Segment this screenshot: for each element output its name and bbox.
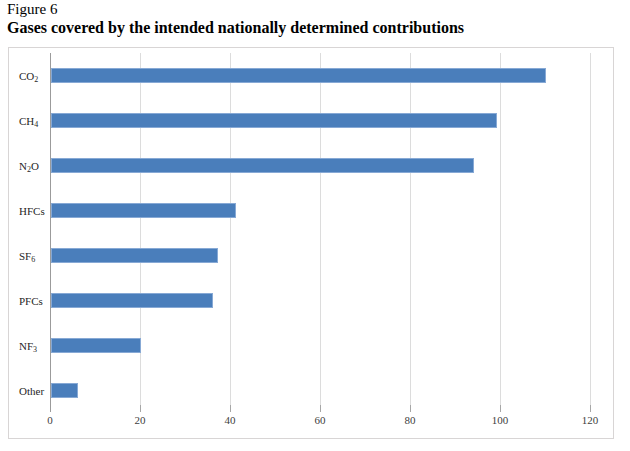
category-label: CH4 xyxy=(19,114,38,129)
bar xyxy=(51,203,236,218)
bar xyxy=(51,68,546,83)
bar-row: PFCs xyxy=(9,281,613,326)
category-label: HFCs xyxy=(19,204,45,219)
bar-row: CO2 xyxy=(9,56,613,101)
bar xyxy=(51,113,497,128)
figure-label: Figure 6 xyxy=(7,1,57,18)
bar-row: N2O xyxy=(9,146,613,191)
category-label: SF6 xyxy=(19,249,35,264)
category-label: CO2 xyxy=(19,69,38,84)
category-label: PFCs xyxy=(19,294,43,309)
bar xyxy=(51,383,78,398)
bar-row: Other xyxy=(9,371,613,416)
bar-row: NF3 xyxy=(9,326,613,371)
chart-area: 020406080100120 CO2 CH4 N2O HFCs SF6 PFC… xyxy=(8,47,614,439)
chart-title: Gases covered by the intended nationally… xyxy=(7,19,464,37)
bar xyxy=(51,158,474,173)
bar-row: SF6 xyxy=(9,236,613,281)
bar-row: HFCs xyxy=(9,191,613,236)
bar xyxy=(51,248,218,263)
category-label: N2O xyxy=(19,159,39,174)
bar xyxy=(51,293,213,308)
figure-page: Figure 6 Gases covered by the intended n… xyxy=(0,0,630,451)
bar-row: CH4 xyxy=(9,101,613,146)
category-label: Other xyxy=(19,384,44,399)
category-label: NF3 xyxy=(19,339,37,354)
bar xyxy=(51,338,141,353)
